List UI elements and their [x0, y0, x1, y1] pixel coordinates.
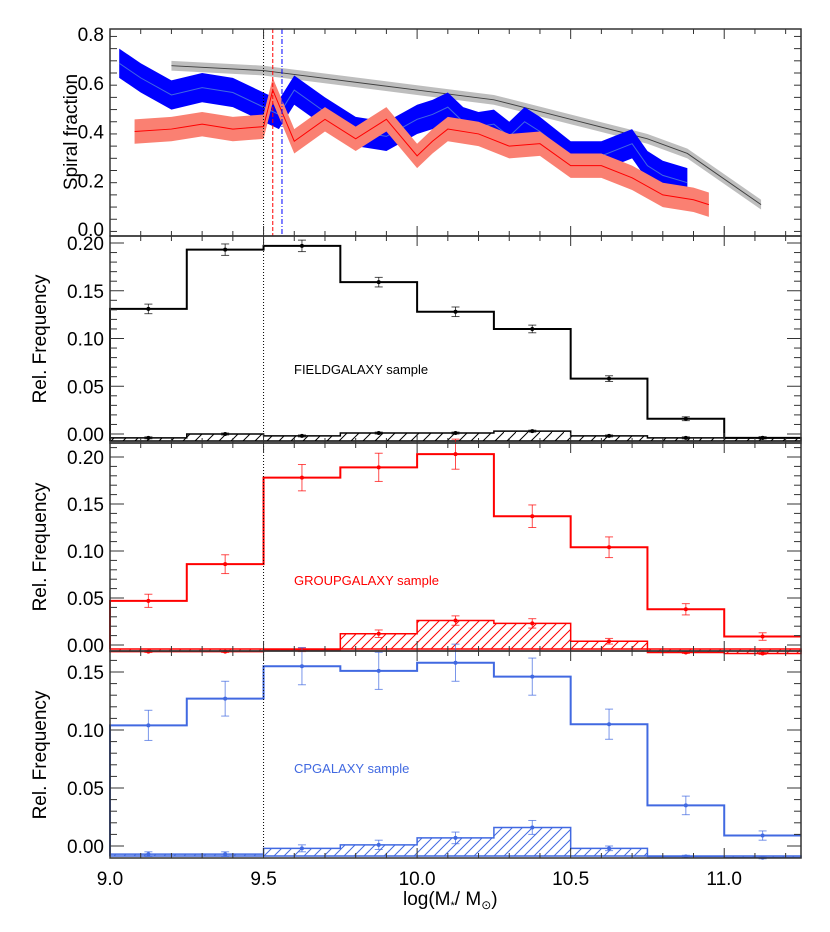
- x-tick-label: 9.0: [97, 869, 123, 890]
- y-tick-label: 0.00: [67, 425, 104, 446]
- y-tick-label: 0.10: [67, 330, 104, 351]
- annotation-fieldgalaxy: FIELDGALAXY sample: [294, 362, 428, 377]
- data-point: [760, 435, 765, 440]
- data-point: [376, 842, 381, 847]
- data-point: [376, 465, 381, 470]
- y-tick-label: 0.05: [67, 377, 104, 398]
- data-point: [530, 429, 535, 434]
- data-point: [146, 852, 151, 857]
- data-point: [299, 664, 304, 669]
- data-point: [223, 562, 228, 567]
- data-point: [607, 722, 612, 727]
- step-histogram: [109, 244, 801, 441]
- x-tick-label: 11.0: [706, 869, 742, 890]
- y-tick-label: 0.0: [78, 220, 104, 241]
- band-centerline-2: [134, 88, 710, 206]
- y-tick-label: 0.15: [67, 282, 104, 303]
- y-tick-label: 0.15: [67, 663, 104, 684]
- data-point: [453, 431, 458, 436]
- data-point: [453, 309, 458, 314]
- y-tick-label: 0.2: [78, 171, 104, 192]
- cpgalaxy-histogram-panel: [109, 643, 802, 860]
- data-point: [683, 435, 688, 440]
- y-tick-label: 0.4: [78, 123, 105, 144]
- annotation-groupgalaxy: GROUPGALAXY sample: [294, 573, 439, 588]
- data-point: [760, 651, 765, 656]
- x-tick-label: 10.0: [399, 869, 436, 890]
- y-axis-title-cp: Rel. Frequency: [30, 690, 51, 819]
- data-point: [223, 247, 228, 252]
- data-point: [530, 825, 535, 830]
- y-tick-label: 0.8: [78, 25, 104, 46]
- data-point: [530, 326, 535, 331]
- step-histogram: [109, 453, 801, 649]
- data-point: [683, 803, 688, 808]
- data-point: [530, 674, 535, 679]
- y-tick-label: 0.6: [78, 74, 104, 95]
- x-tick-label: 9.5: [250, 869, 276, 890]
- data-point: [146, 598, 151, 603]
- data-point: [299, 433, 304, 438]
- data-point: [607, 639, 612, 644]
- x-tick-label: 10.5: [552, 869, 589, 890]
- data-point: [530, 514, 535, 519]
- axes-frame: 0.00.20.40.60.80.000.050.100.150.200.000…: [67, 25, 802, 890]
- data-point: [299, 475, 304, 480]
- data-point: [146, 306, 151, 311]
- data-point: [223, 852, 228, 857]
- data-point: [376, 280, 381, 285]
- annotation-cpgalaxy: CPGALAXY sample: [294, 761, 409, 776]
- y-axis-title-field: Rel. Frequency: [30, 274, 51, 403]
- y-axis-title-group: Rel. Frequency: [30, 482, 51, 611]
- fieldgalaxy-histogram-panel: [109, 236, 802, 443]
- panel-frame: [109, 235, 802, 444]
- panel-frame: [109, 650, 802, 859]
- data-point: [683, 416, 688, 421]
- data-point: [607, 846, 612, 851]
- data-point: [453, 452, 458, 457]
- data-point: [453, 835, 458, 840]
- data-point: [146, 723, 151, 728]
- data-point: [760, 833, 765, 838]
- data-point: [607, 545, 612, 550]
- data-point: [223, 696, 228, 701]
- data-point: [530, 621, 535, 626]
- step-histogram: [109, 661, 801, 856]
- y-tick-label: 0.00: [67, 636, 104, 657]
- data-point: [453, 618, 458, 623]
- data-point: [376, 431, 381, 436]
- band-1: [119, 48, 688, 198]
- band-0: [171, 60, 762, 210]
- data-point: [376, 631, 381, 636]
- data-point: [683, 607, 688, 612]
- y-tick-label: 0.20: [67, 448, 104, 469]
- data-point: [376, 668, 381, 673]
- y-axis-title-spiral-fraction: Spiral fraction: [61, 74, 82, 190]
- data-point: [223, 432, 228, 436]
- y-tick-label: 0.05: [67, 779, 104, 800]
- y-tick-label: 0.05: [67, 589, 104, 610]
- y-tick-label: 0.00: [67, 837, 104, 858]
- groupgalaxy-histogram-panel: [109, 438, 802, 656]
- data-point: [146, 435, 151, 440]
- y-tick-label: 0.15: [67, 495, 104, 516]
- band-2: [134, 77, 709, 217]
- y-tick-label: 0.20: [67, 234, 104, 255]
- y-tick-label: 0.10: [67, 721, 104, 742]
- x-axis-title: log(M*/ M⊙): [403, 889, 498, 912]
- band-centerline-0: [171, 65, 762, 206]
- y-tick-label: 0.10: [67, 542, 104, 563]
- data-point: [607, 433, 612, 438]
- data-point: [607, 376, 612, 381]
- spiral-fraction-panel: [118, 29, 762, 236]
- data-point: [453, 660, 458, 665]
- data-point: [299, 243, 304, 248]
- data-point: [760, 634, 765, 639]
- data-point: [299, 846, 304, 851]
